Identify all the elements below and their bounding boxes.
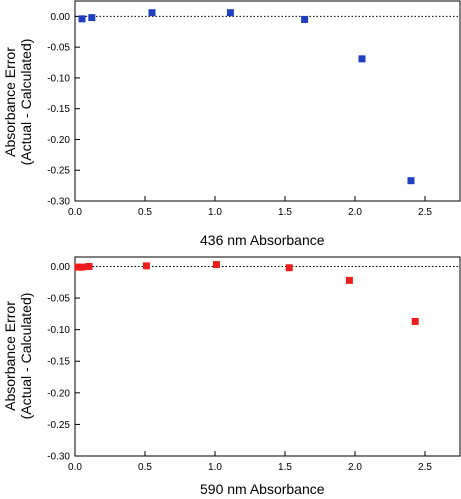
y-tick-label-bottom: -0.25 <box>47 420 70 431</box>
x-axis-title-top: 436 nm Absorbance <box>200 232 325 248</box>
data-point-bottom <box>345 276 353 284</box>
plot-frame-bottom <box>74 256 461 457</box>
data-point-bottom <box>411 317 419 325</box>
x-tick-label-bottom: 0.0 <box>68 462 82 473</box>
y-tick-label-top: -0.30 <box>47 197 70 208</box>
data-point-bottom <box>212 261 220 269</box>
plot-frame-top <box>74 0 461 202</box>
y-tick-label-bottom: -0.30 <box>47 452 70 463</box>
data-point-top <box>88 14 96 22</box>
data-point-bottom <box>285 264 293 272</box>
x-tick-label-bottom: 2.0 <box>348 462 362 473</box>
data-point-top <box>78 15 86 23</box>
x-tick-label-bottom: 2.5 <box>418 462 432 473</box>
y-tick-label-bottom: -0.15 <box>47 357 70 368</box>
y-tick-label-bottom: 0.00 <box>51 262 71 273</box>
data-point-top <box>407 177 415 185</box>
x-tick-label-top: 2.0 <box>348 207 362 218</box>
y-tick-label-bottom: -0.05 <box>47 294 70 305</box>
x-tick-label-top: 1.0 <box>208 207 222 218</box>
y-tick-label-top: -0.15 <box>47 104 70 115</box>
x-tick-label-top: 0.0 <box>68 207 82 218</box>
data-point-bottom <box>74 263 82 271</box>
y-tick-label-top: 0.00 <box>51 12 71 23</box>
x-tick-label-bottom: 1.0 <box>208 462 222 473</box>
x-axis-title-bottom: 590 nm Absorbance <box>200 481 325 497</box>
y-tick-label-top: -0.05 <box>47 43 70 54</box>
data-point-bottom <box>85 262 93 270</box>
data-point-top <box>358 55 366 63</box>
x-tick-label-top: 1.5 <box>278 207 292 218</box>
data-point-bottom <box>142 262 150 270</box>
y-tick-label-top: -0.10 <box>47 73 70 84</box>
x-tick-label-bottom: 0.5 <box>138 462 152 473</box>
y-tick-label-bottom: -0.10 <box>47 325 70 336</box>
data-point-top <box>301 15 309 23</box>
x-tick-label-top: 0.5 <box>138 207 152 218</box>
data-point-top <box>226 9 234 17</box>
data-point-top <box>148 9 156 17</box>
y-tick-label-top: -0.25 <box>47 166 70 177</box>
data-point-bottom <box>78 263 86 271</box>
x-tick-label-bottom: 1.5 <box>278 462 292 473</box>
y-tick-label-bottom: -0.20 <box>47 388 70 399</box>
x-tick-label-top: 2.5 <box>418 207 432 218</box>
y-tick-label-top: -0.20 <box>47 135 70 146</box>
